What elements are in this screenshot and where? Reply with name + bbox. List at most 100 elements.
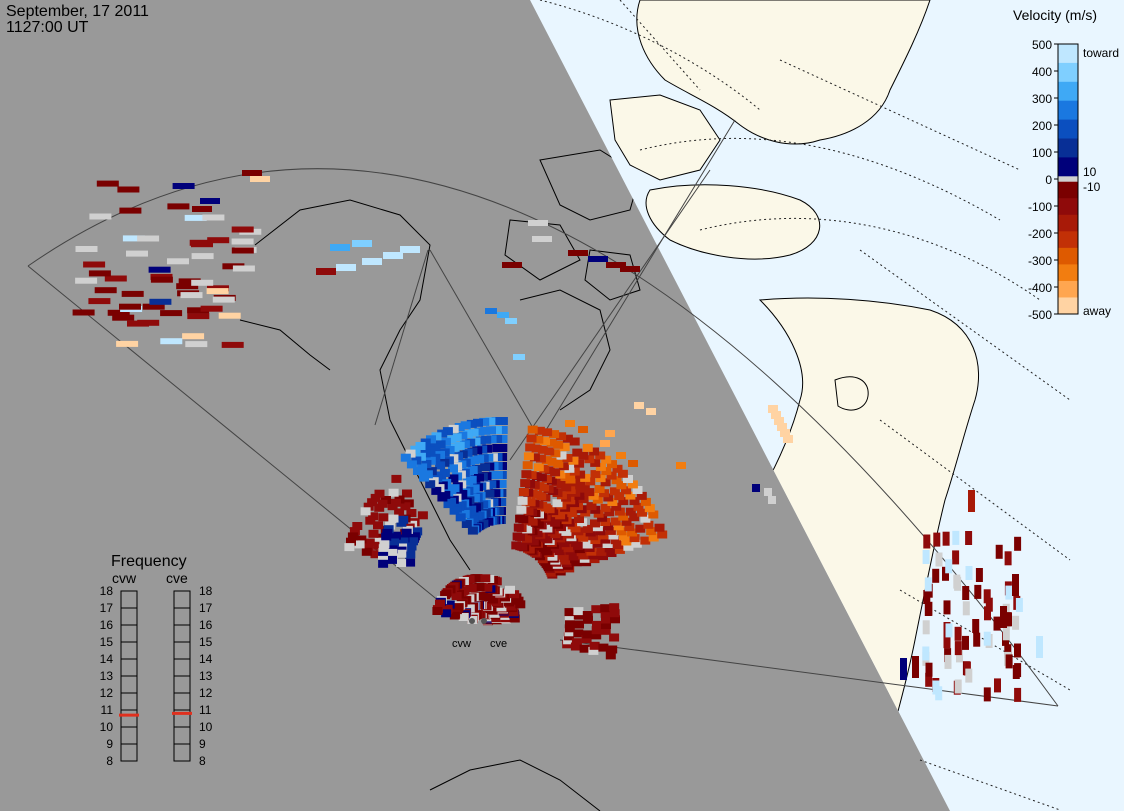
velocity-cell (449, 611, 460, 620)
velocity-cell (94, 287, 117, 294)
velocity-cell (574, 515, 584, 523)
velocity-cell (387, 502, 398, 511)
velocity-cell (167, 258, 189, 265)
night-coastlines (239, 149, 641, 811)
velocity-cell (451, 433, 462, 442)
velocity-cell (1012, 615, 1020, 630)
velocity-cell (629, 534, 640, 543)
colorbar-tick-label: 300 (1032, 92, 1052, 106)
velocity-cell (486, 426, 496, 435)
velocity-cell (491, 417, 502, 425)
velocity-cell (922, 550, 930, 564)
velocity-cell (522, 461, 533, 470)
velocity-cell (406, 460, 417, 469)
velocity-cell (943, 600, 951, 615)
velocity-cell (550, 449, 561, 458)
velocity-cell (777, 423, 787, 431)
velocity-cell (185, 341, 208, 348)
velocity-cell (365, 516, 376, 525)
velocity-cell (985, 597, 993, 612)
velocity-cell (556, 451, 567, 460)
frequency-level-label: 15 (199, 635, 213, 649)
velocity-cell (176, 283, 199, 290)
velocity-cell (72, 309, 95, 316)
velocity-cell (137, 235, 160, 242)
velocity-cell (480, 574, 491, 583)
velocity-cell (965, 531, 973, 545)
velocity-cell (983, 631, 991, 646)
velocity-cell (107, 309, 130, 316)
velocity-cell (529, 453, 540, 462)
velocity-cell (584, 455, 595, 464)
frequency-level-label: 16 (100, 618, 114, 632)
velocity-cell (533, 435, 544, 444)
velocity-cell (391, 474, 402, 483)
velocity-cell (88, 270, 111, 277)
velocity-cell (764, 488, 772, 496)
frequency-level-label: 17 (199, 601, 213, 615)
colorbar-tick-label: 0 (1045, 173, 1052, 187)
velocity-cell (602, 540, 613, 548)
velocity-cell (364, 538, 375, 547)
velocity-cell (564, 612, 575, 621)
velocity-cell (528, 220, 548, 226)
velocity-cell (522, 525, 533, 534)
velocity-cell (502, 262, 522, 268)
velocity-cell (172, 183, 195, 189)
velocity-cell (441, 609, 452, 618)
velocity-cell (611, 476, 622, 485)
colorbar-tick-label: -500 (1028, 308, 1052, 322)
velocity-cell (631, 539, 642, 548)
velocity-cell (517, 496, 528, 505)
velocity-cell (614, 492, 625, 501)
velocity-cell (178, 278, 201, 285)
velocity-cell (189, 239, 212, 246)
velocity-cell (535, 454, 546, 463)
velocity-cell (218, 312, 241, 319)
velocity-cell (974, 584, 982, 599)
velocity-cell (497, 435, 508, 443)
velocity-cell (383, 252, 403, 259)
velocity-cell (505, 585, 515, 594)
velocity-cell (559, 443, 570, 452)
velocity-cell (469, 493, 480, 502)
velocity-cell (592, 620, 602, 629)
velocity-cell (603, 522, 614, 531)
colorbar-tick-label: 500 (1032, 38, 1052, 52)
velocity-cell (119, 207, 142, 214)
velocity-cell (231, 238, 254, 245)
velocity-cell (637, 508, 647, 517)
velocity-cell (489, 471, 500, 480)
velocity-cell (405, 550, 416, 559)
velocity-cell (595, 462, 606, 471)
velocity-cell (582, 630, 593, 639)
velocity-cell (362, 258, 382, 265)
frequency-level-label: 16 (199, 618, 213, 632)
velocity-cell (603, 493, 614, 502)
velocity-cell (600, 604, 611, 613)
velocity-colorbar: Velocity (m/s) 500 400 300 200 100 0 -100 -200 -… (1013, 7, 1119, 322)
velocity-cell (104, 275, 127, 282)
velocity-cell (485, 308, 497, 314)
velocity-cell (572, 448, 583, 457)
velocity-cell (511, 541, 522, 550)
frequency-title: Frequency (111, 553, 187, 570)
velocity-cell (616, 527, 627, 536)
velocity-cell (202, 214, 225, 221)
velocity-cell (485, 417, 496, 426)
velocity-cell (900, 658, 907, 680)
velocity-cell (368, 529, 379, 538)
velocity-cell (582, 540, 593, 549)
colorbar-away-label: away (1083, 304, 1111, 318)
velocity-cell (952, 550, 960, 565)
velocity-cell (640, 497, 651, 506)
velocity-cell (553, 459, 564, 468)
velocity-cell (525, 443, 536, 452)
velocity-cell (455, 513, 466, 522)
velocity-cell (609, 487, 620, 496)
velocity-cell (518, 488, 529, 496)
velocity-cell (962, 635, 969, 650)
velocity-cell (462, 430, 473, 438)
frequency-level-label: 14 (100, 652, 114, 666)
velocity-cell (150, 276, 173, 283)
